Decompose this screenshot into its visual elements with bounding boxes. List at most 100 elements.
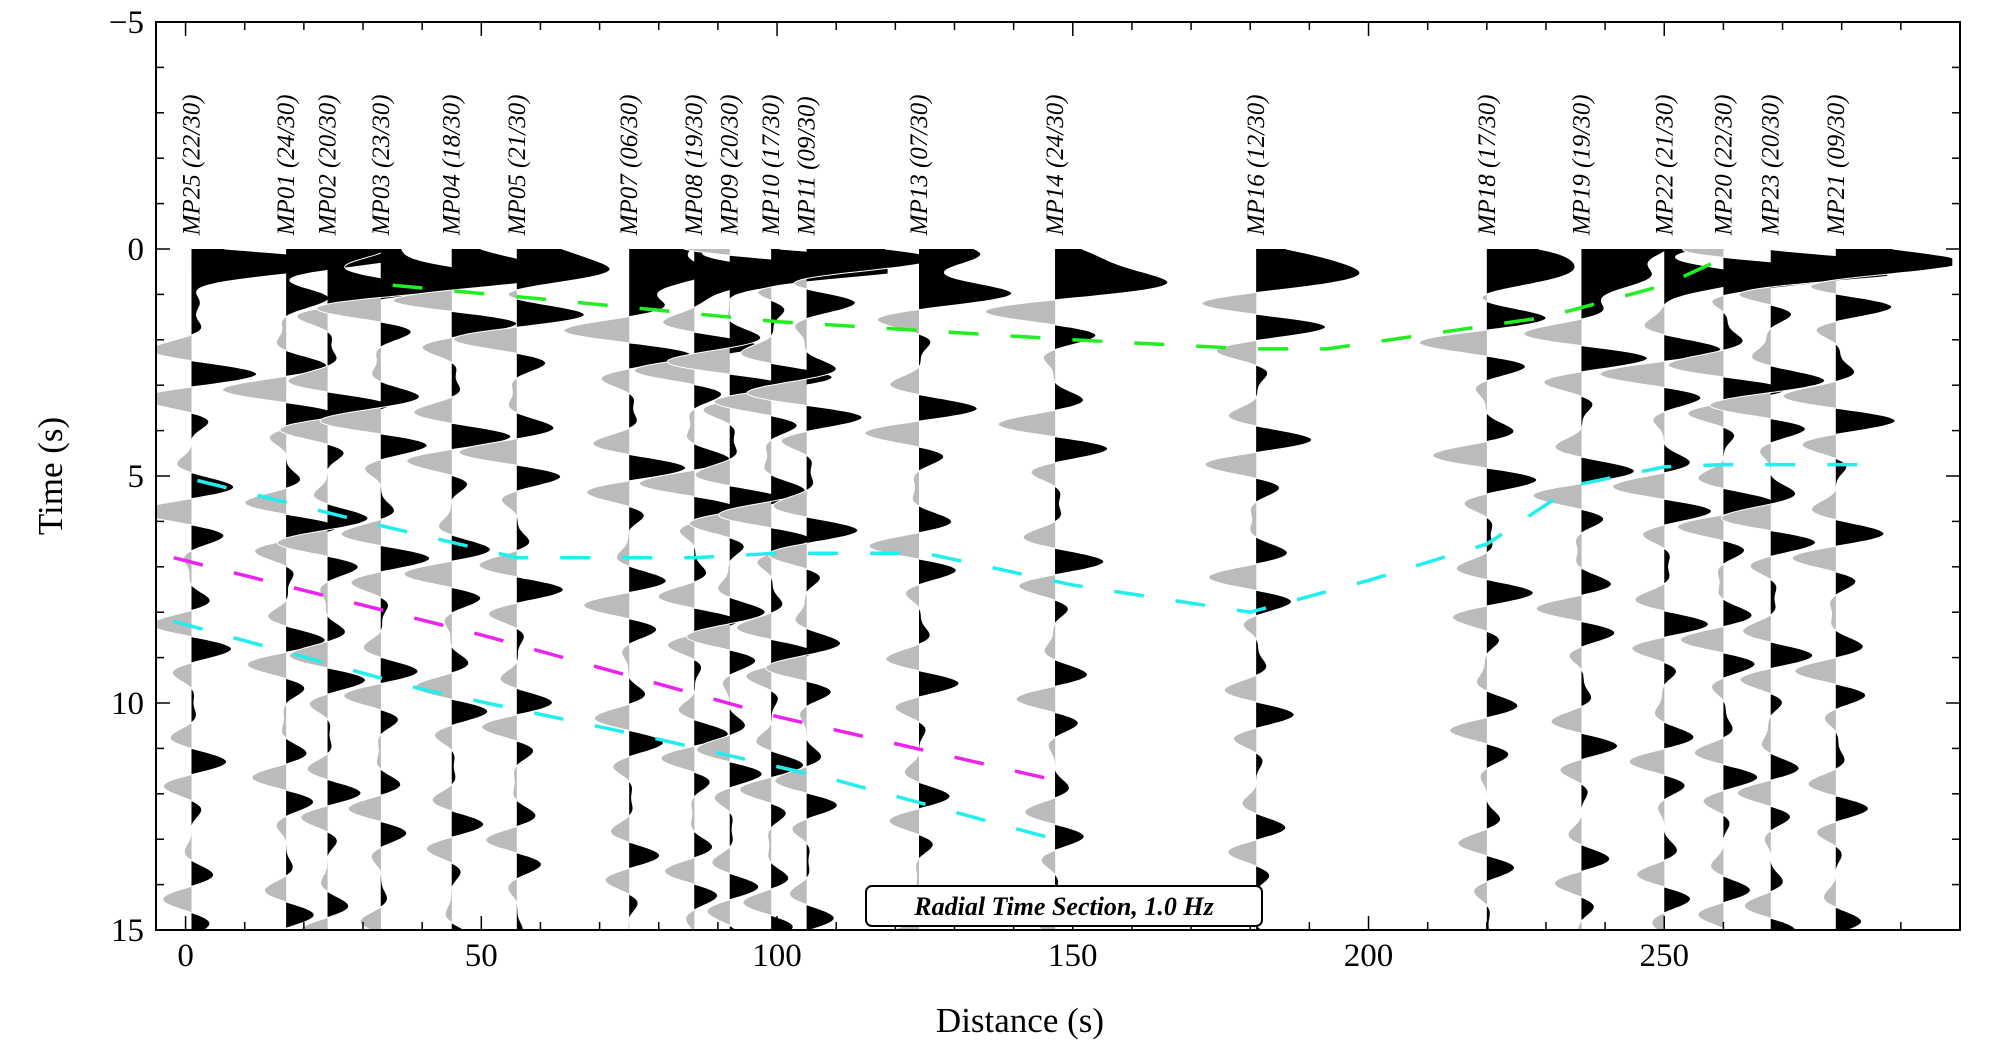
trace-wiggle-line bbox=[1599, 248, 1753, 930]
trace-positive-fill bbox=[806, 249, 924, 930]
station-label: MP11 (09/30) bbox=[794, 96, 821, 236]
station-trace bbox=[1709, 248, 1889, 930]
trace-negative-fill bbox=[985, 249, 1056, 930]
trace-positive-fill bbox=[1486, 249, 1575, 930]
station-trace bbox=[633, 248, 786, 930]
station-label: MP01 (24/30) bbox=[273, 94, 300, 236]
trace-positive-fill bbox=[286, 249, 404, 930]
station-label: MP20 (22/30) bbox=[1710, 94, 1737, 236]
station-label: MP19 (19/30) bbox=[1568, 94, 1595, 236]
trace-wiggle-line bbox=[1418, 248, 1576, 930]
trace-wiggle-line bbox=[633, 248, 786, 930]
station-label: MP23 (20/30) bbox=[1758, 94, 1785, 236]
station-trace bbox=[453, 248, 611, 930]
station-trace bbox=[1418, 248, 1576, 930]
trace-positive-fill bbox=[1256, 249, 1360, 930]
trace-negative-fill bbox=[316, 249, 381, 930]
station-label: MP16 (12/30) bbox=[1243, 94, 1270, 236]
station-trace bbox=[1782, 248, 1954, 930]
trace-wiggle-line bbox=[1201, 248, 1361, 930]
y-axis-title: Time (s) bbox=[31, 417, 70, 535]
x-tick-label: 0 bbox=[177, 938, 194, 974]
traces-layer bbox=[156, 248, 1954, 930]
station-label: MP03 (23/30) bbox=[368, 94, 395, 236]
x-tick-label: 200 bbox=[1344, 938, 1394, 974]
x-tick-label: 150 bbox=[1048, 938, 1098, 974]
station-trace bbox=[392, 248, 570, 930]
trace-wiggle-line bbox=[276, 248, 427, 930]
trace-negative-fill bbox=[1523, 249, 1582, 930]
axis-ticks bbox=[156, 21, 1960, 931]
trace-wiggle-line bbox=[392, 248, 570, 930]
station-trace bbox=[984, 248, 1169, 930]
y-tick-label: 5 bbox=[128, 459, 145, 495]
station-label: MP25 (22/30) bbox=[178, 94, 205, 236]
station-label: MP07 (06/30) bbox=[616, 94, 643, 236]
station-trace bbox=[666, 248, 848, 930]
trace-wiggle-line bbox=[864, 248, 1013, 930]
station-label: MP18 (17/30) bbox=[1474, 94, 1501, 236]
station-trace bbox=[746, 248, 925, 930]
trace-negative-fill bbox=[1201, 249, 1257, 930]
x-axis-tick-labels: 0 50 100 150 200 250 bbox=[177, 938, 1689, 974]
station-trace bbox=[713, 248, 889, 930]
station-trace bbox=[315, 248, 499, 930]
trace-wiggle-line bbox=[1667, 248, 1841, 930]
trace-wiggle-line bbox=[315, 248, 499, 930]
station-trace bbox=[1201, 248, 1361, 930]
phase-line bbox=[196, 462, 1872, 614]
y-tick-label: −5 bbox=[109, 5, 144, 41]
x-tick-label: 50 bbox=[465, 938, 498, 974]
trace-positive-fill bbox=[516, 249, 611, 930]
station-label: MP21 (09/30) bbox=[1823, 94, 1850, 236]
trace-wiggle-line bbox=[156, 248, 309, 930]
trace-wiggle-line bbox=[221, 248, 404, 930]
station-label: MP22 (21/30) bbox=[1651, 94, 1678, 236]
station-label: MP14 (24/30) bbox=[1042, 94, 1069, 236]
station-trace bbox=[1599, 248, 1753, 930]
y-tick-label: 0 bbox=[128, 232, 145, 268]
trace-positive-fill bbox=[451, 249, 569, 930]
trace-wiggle-line bbox=[1782, 248, 1954, 930]
trace-negative-fill bbox=[277, 249, 328, 930]
station-label: MP09 (20/30) bbox=[717, 94, 744, 236]
x-tick-label: 250 bbox=[1640, 938, 1690, 974]
station-trace bbox=[221, 248, 404, 930]
x-axis-title: Distance (s) bbox=[936, 1001, 1104, 1040]
trace-positive-fill bbox=[1581, 249, 1667, 930]
phase-line bbox=[173, 556, 1056, 782]
station-label: MP08 (19/30) bbox=[681, 94, 708, 236]
station-trace bbox=[1523, 248, 1668, 930]
phase-line bbox=[173, 619, 1056, 841]
station-trace bbox=[276, 248, 427, 930]
trace-negative-fill bbox=[1709, 249, 1771, 930]
trace-negative-fill bbox=[667, 249, 730, 930]
trace-negative-fill bbox=[1600, 249, 1665, 930]
station-trace bbox=[1667, 248, 1841, 930]
y-tick-label: 15 bbox=[111, 913, 144, 949]
trace-positive-fill bbox=[1835, 249, 1953, 930]
trace-positive-fill bbox=[629, 249, 711, 930]
y-tick-label: 10 bbox=[111, 686, 144, 722]
station-label: MP05 (21/30) bbox=[504, 94, 531, 236]
trace-wiggle-line bbox=[1523, 248, 1668, 930]
trace-negative-fill bbox=[393, 249, 452, 930]
station-trace bbox=[864, 248, 1013, 930]
station-label: MP13 (07/30) bbox=[906, 94, 933, 236]
chart-title: Radial Time Section, 1.0 Hz bbox=[913, 892, 1214, 921]
x-tick-label: 100 bbox=[752, 938, 802, 974]
trace-negative-fill bbox=[747, 249, 807, 930]
trace-wiggle-line bbox=[713, 248, 889, 930]
trace-negative-fill bbox=[1668, 249, 1724, 930]
trace-positive-fill bbox=[191, 249, 309, 930]
y-axis-tick-labels: −5 0 5 10 15 bbox=[109, 5, 144, 949]
station-label: MP04 (18/30) bbox=[439, 94, 466, 236]
station-labels: MP25 (22/30) MP01 (24/30) MP02 (20/30) MP03… bbox=[178, 94, 1849, 236]
trace-negative-fill bbox=[634, 249, 695, 930]
chart-title-box: Radial Time Section, 1.0 Hz bbox=[865, 885, 1263, 927]
trace-positive-fill bbox=[1770, 249, 1888, 930]
trace-wiggle-line bbox=[746, 248, 925, 930]
chart-title-box-frame bbox=[865, 885, 1263, 927]
trace-wiggle-line bbox=[984, 248, 1169, 930]
